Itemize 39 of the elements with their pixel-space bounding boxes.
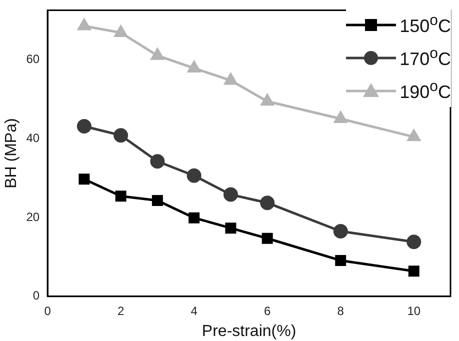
- point: [114, 25, 128, 37]
- x-tick-label: 2: [117, 304, 124, 318]
- legend-label: 150$^{o}$C: [400, 12, 451, 37]
- x-tick-label: 4: [190, 304, 198, 318]
- point: [188, 60, 201, 72]
- x-axis-title: Pre-strain(%): [202, 322, 296, 340]
- point: [152, 194, 163, 206]
- legend-label: 190$^{o}$C: [400, 78, 451, 103]
- point: [334, 112, 348, 124]
- point: [78, 18, 91, 30]
- point: [262, 232, 273, 244]
- y-tick-label: 0: [32, 288, 40, 303]
- point: [260, 94, 274, 106]
- point: [76, 119, 92, 134]
- x-tick-label: 6: [264, 304, 271, 318]
- point: [407, 130, 420, 142]
- x-tick-label: 0: [44, 304, 52, 318]
- point: [150, 154, 165, 169]
- y-tick-label: 60: [26, 52, 40, 66]
- y-axis-title: BH (MPa): [3, 118, 20, 188]
- y-tick-label: 20: [26, 210, 40, 224]
- point: [260, 196, 275, 210]
- point: [406, 234, 422, 250]
- point: [114, 128, 128, 143]
- point: [223, 187, 238, 202]
- point: [333, 224, 348, 239]
- point: [225, 222, 236, 234]
- x-tick-label: 8: [337, 304, 344, 318]
- x-tick-label: 10: [407, 304, 421, 318]
- y-tick-label: 40: [26, 130, 40, 145]
- point: [224, 73, 238, 85]
- point: [408, 266, 420, 277]
- point: [186, 168, 202, 183]
- point: [78, 174, 90, 185]
- point: [151, 48, 164, 60]
- point: [335, 254, 346, 266]
- point: [115, 190, 126, 202]
- legend-label: 170$^{o}$C: [400, 45, 451, 70]
- point: [188, 212, 200, 224]
